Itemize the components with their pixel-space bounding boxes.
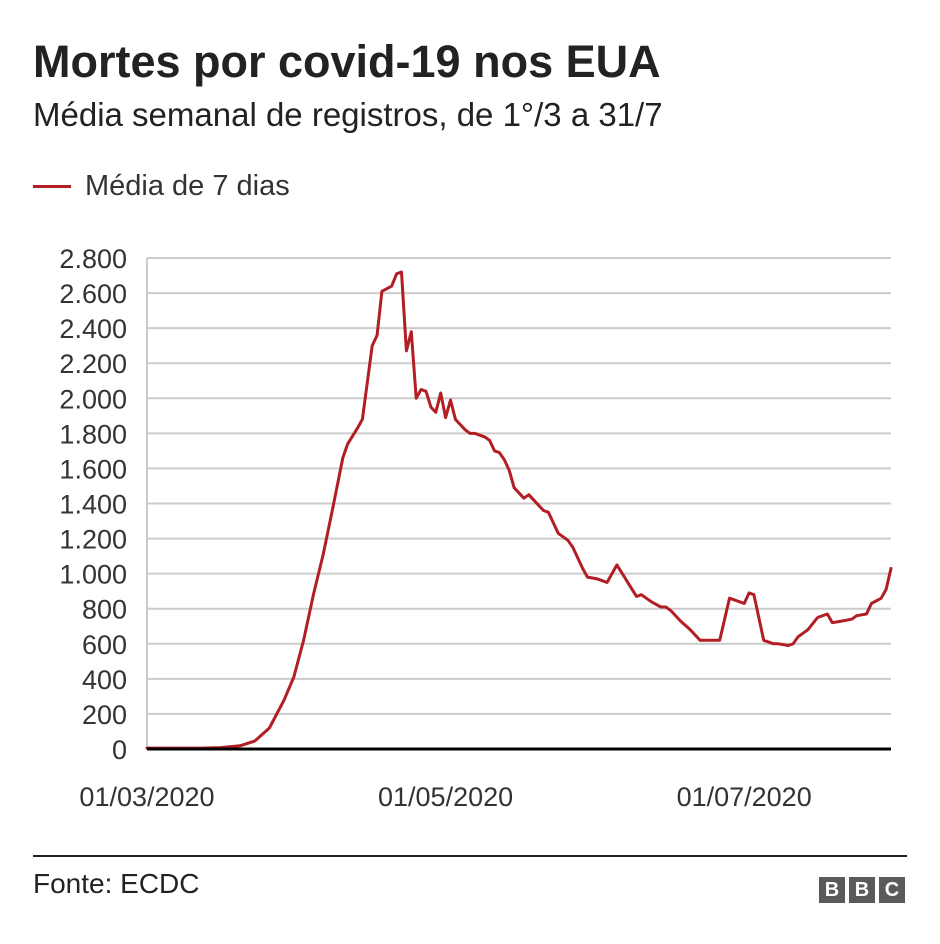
x-tick-label: 01/05/2020 — [378, 782, 513, 812]
y-tick-label: 1.000 — [59, 560, 127, 590]
y-tick-label: 1.600 — [59, 454, 127, 484]
chart-subtitle: Média semanal de registros, de 1°/3 a 31… — [33, 96, 663, 133]
line-chart: 0 200 400 600 800 1.000 1.200 1.400 1.600 1.800 2.… — [59, 244, 893, 812]
legend-label: Média de 7 dias — [85, 169, 290, 202]
y-tick-label: 600 — [82, 630, 127, 660]
source-note: Fonte: ECDC — [33, 868, 200, 899]
legend: Média de 7 dias — [33, 168, 290, 204]
x-tick-label: 01/07/2020 — [677, 782, 812, 812]
series-line — [145, 270, 893, 750]
footer-divider — [33, 855, 907, 857]
y-tick-label: 200 — [82, 700, 127, 730]
y-tick-label: 1.200 — [59, 525, 127, 555]
bbc-logo-block: C — [879, 877, 905, 903]
y-tick-label: 2.000 — [59, 384, 127, 414]
bbc-logo-block: B — [849, 877, 875, 903]
x-tick-label: 01/03/2020 — [79, 782, 214, 812]
y-tick-label: 2.200 — [59, 349, 127, 379]
y-tick-label: 2.400 — [59, 314, 127, 344]
chart-title: Mortes por covid-19 nos EUA — [33, 36, 661, 87]
y-tick-label: 0 — [112, 735, 127, 765]
y-tick-label: 2.600 — [59, 279, 127, 309]
y-tick-label: 2.800 — [59, 244, 127, 274]
y-tick-label: 400 — [82, 665, 127, 695]
y-tick-label: 1.800 — [59, 419, 127, 449]
y-tick-label: 1.400 — [59, 490, 127, 520]
y-tick-label: 800 — [82, 595, 127, 625]
legend-line-swatch — [33, 184, 71, 188]
bbc-logo-block: B — [819, 877, 845, 903]
